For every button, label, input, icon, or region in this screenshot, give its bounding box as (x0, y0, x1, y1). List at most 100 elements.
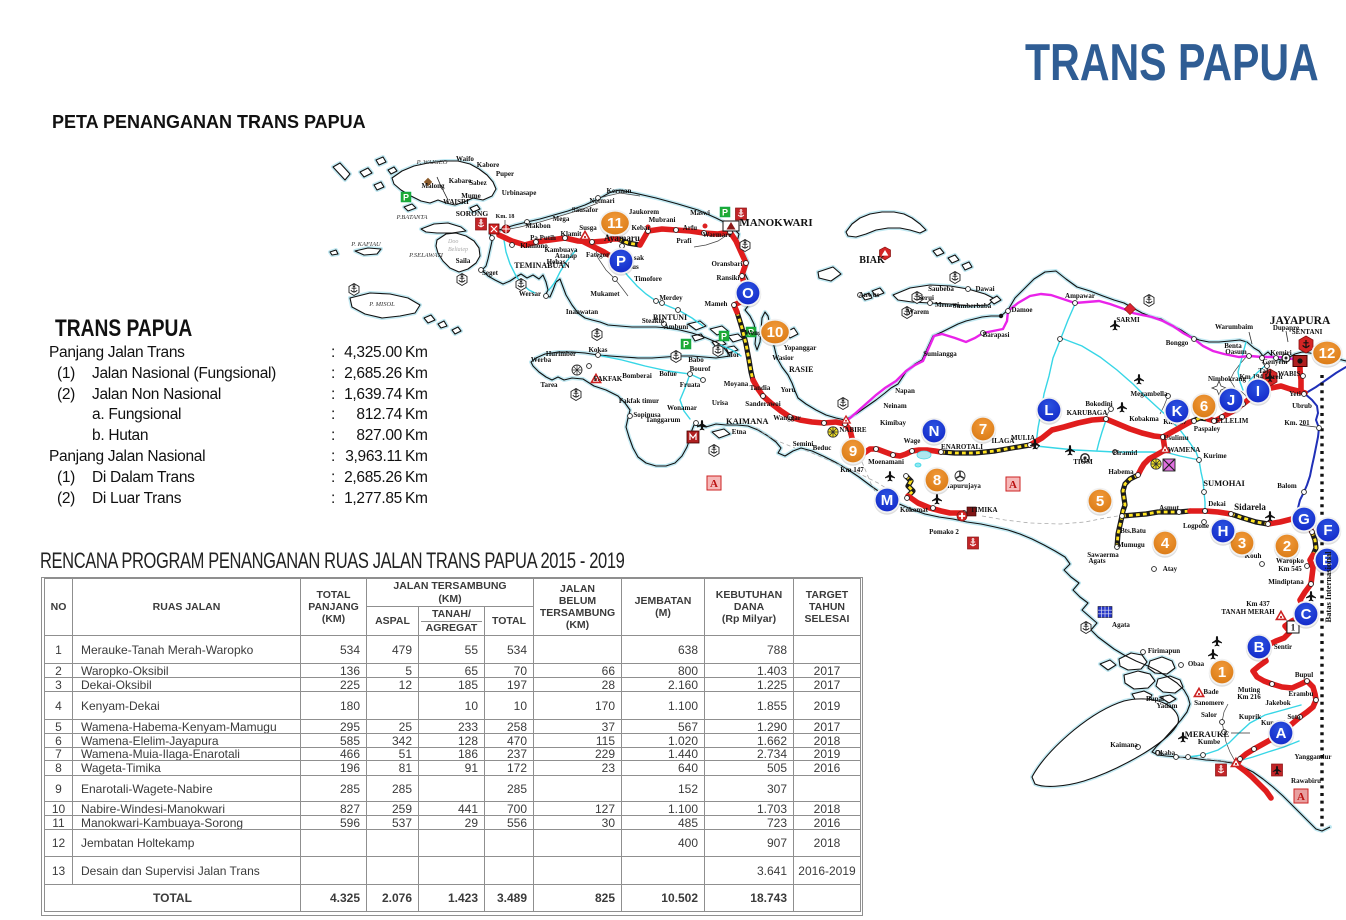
svg-text:RASIE: RASIE (789, 365, 813, 374)
svg-text:Inanwatan: Inanwatan (566, 308, 598, 316)
svg-text:Hurimber: Hurimber (546, 350, 576, 358)
svg-text:Mume: Mume (461, 192, 480, 200)
svg-text:Maswi: Maswi (690, 209, 710, 217)
svg-text:1: 1 (1291, 623, 1296, 633)
svg-text:Bokodini: Bokodini (1085, 400, 1112, 408)
svg-text:Mukamet: Mukamet (590, 290, 620, 298)
svg-text:Bofue: Bofue (659, 370, 677, 378)
svg-text:Habema: Habema (1108, 468, 1134, 476)
svg-text:Erambu: Erambu (1289, 690, 1314, 698)
svg-text:Kambuaya: Kambuaya (544, 246, 578, 254)
svg-text:KAIMANA: KAIMANA (726, 416, 769, 426)
svg-text:Piramid: Piramid (1113, 449, 1138, 457)
svg-text:Susga: Susga (579, 224, 597, 232)
svg-text:Oransbari: Oransbari (711, 260, 742, 268)
svg-text:Waropko: Waropko (1276, 557, 1304, 565)
svg-text:TIMIKA: TIMIKA (970, 506, 997, 514)
svg-text:Timofore: Timofore (634, 275, 662, 283)
svg-text:Firimapun: Firimapun (1148, 647, 1180, 655)
svg-text:Saubeba: Saubeba (928, 285, 954, 293)
svg-text:Bupul: Bupul (1295, 671, 1313, 679)
svg-text:Bonggo: Bonggo (1166, 339, 1189, 347)
svg-text:Genyem: Genyem (1263, 358, 1288, 366)
svg-text:Mumugu: Mumugu (1117, 541, 1145, 549)
svg-text:Babo: Babo (688, 356, 704, 364)
svg-text:MANOKWARI: MANOKWARI (739, 217, 812, 229)
svg-text:Kabore: Kabore (477, 161, 499, 169)
svg-text:Menawi: Menawi (935, 301, 959, 309)
svg-text:Oasum: Oasum (1225, 348, 1247, 356)
svg-text:Bade: Bade (1203, 688, 1218, 696)
svg-text:Damoe: Damoe (1012, 306, 1033, 314)
svg-text:Wage: Wage (904, 437, 921, 445)
svg-text:Beliaiep: Beliaiep (448, 247, 468, 253)
svg-text:P.BATANTA: P.BATANTA (396, 214, 428, 221)
svg-text:Kobakma: Kobakma (1129, 415, 1159, 423)
svg-text:Bourof: Bourof (690, 365, 712, 373)
svg-text:Beduc: Beduc (813, 444, 832, 452)
svg-text:Rawabiru: Rawabiru (1291, 777, 1321, 785)
svg-text:Warem: Warem (907, 308, 929, 316)
svg-text:Kebar: Kebar (631, 224, 650, 232)
svg-text:Hehas: Hehas (547, 258, 566, 266)
svg-text:Sumberbaba: Sumberbaba (953, 302, 992, 310)
svg-text:Semini: Semini (793, 440, 814, 448)
svg-text:Mindiptana: Mindiptana (1268, 578, 1304, 586)
svg-text:Warumbaim: Warumbaim (1215, 323, 1253, 331)
svg-text:Paspaley: Paspaley (1194, 425, 1221, 433)
svg-text:11: 11 (607, 215, 623, 232)
svg-text:SENTANI: SENTANI (1292, 328, 1323, 336)
svg-text:Kokas: Kokas (588, 346, 607, 354)
svg-text:Werba: Werba (531, 356, 552, 364)
svg-text:SUMOHAI: SUMOHAI (1203, 478, 1245, 488)
svg-text:Sausafor: Sausafor (572, 206, 598, 214)
svg-text:Megambella: Megambella (1131, 390, 1168, 398)
svg-text:Puper: Puper (496, 170, 514, 178)
svg-text:Balom: Balom (1277, 482, 1297, 490)
svg-text:Mega: Mega (553, 215, 570, 223)
svg-text:JAYAPURA: JAYAPURA (1270, 315, 1331, 327)
svg-text:Kurime: Kurime (1203, 452, 1226, 460)
svg-text:A: A (1009, 479, 1017, 491)
svg-text:Km. 201: Km. 201 (1284, 419, 1310, 427)
svg-text:E: E (1322, 552, 1332, 569)
svg-text:Km 147: Km 147 (840, 466, 864, 474)
svg-text:Waifo: Waifo (456, 155, 474, 163)
svg-text:Asmut: Asmut (1159, 504, 1180, 512)
svg-text:Wanggar: Wanggar (773, 414, 801, 422)
svg-text:MERAUKE: MERAUKE (1185, 729, 1230, 739)
svg-text:Km 545: Km 545 (1278, 565, 1302, 573)
svg-text:Moenamani: Moenamani (868, 458, 904, 466)
svg-text:7: 7 (979, 421, 987, 438)
svg-text:WAISRI: WAISRI (443, 198, 469, 206)
svg-text:Tandia: Tandia (750, 384, 771, 392)
svg-text:Km 194 Lereh: Km 194 Lereh (1239, 373, 1282, 381)
svg-text:BIAK: BIAK (859, 255, 885, 266)
svg-text:Kemiri: Kemiri (1270, 349, 1291, 357)
svg-text:Sentir: Sentir (1274, 643, 1292, 651)
svg-text:4: 4 (1161, 535, 1170, 552)
svg-text:Notmari: Notmari (589, 197, 614, 205)
svg-text:Saila: Saila (456, 257, 471, 265)
svg-text:Atay: Atay (1163, 565, 1178, 573)
svg-text:Logpone: Logpone (1183, 522, 1209, 530)
svg-text:Sanomere: Sanomere (1194, 699, 1224, 707)
svg-text:Prafi: Prafi (676, 237, 691, 245)
svg-text:Bomberai: Bomberai (622, 372, 652, 380)
svg-text:Yanggandur: Yanggandur (1295, 753, 1332, 761)
svg-text:G: G (1298, 511, 1310, 528)
svg-text:Kaimana: Kaimana (1110, 741, 1138, 749)
svg-text:ILAGA: ILAGA (992, 437, 1015, 445)
svg-text:Km 437: Km 437 (1246, 600, 1270, 608)
svg-text:8: 8 (933, 472, 941, 489)
svg-text:Obaa: Obaa (1188, 660, 1205, 668)
svg-text:P. MISOL: P. MISOL (368, 301, 395, 308)
svg-text:Kumbe: Kumbe (1198, 738, 1220, 746)
svg-text:Sanderawoi: Sanderawoi (745, 400, 780, 408)
svg-text:FAKFAK: FAKFAK (594, 375, 623, 383)
svg-text:K: K (1172, 403, 1183, 420)
svg-text:Sumiangga: Sumiangga (923, 350, 957, 358)
svg-text:Muting: Muting (1238, 686, 1261, 694)
svg-text:Mubrani: Mubrani (649, 216, 676, 224)
svg-text:Fakfak timur: Fakfak timur (619, 397, 659, 405)
